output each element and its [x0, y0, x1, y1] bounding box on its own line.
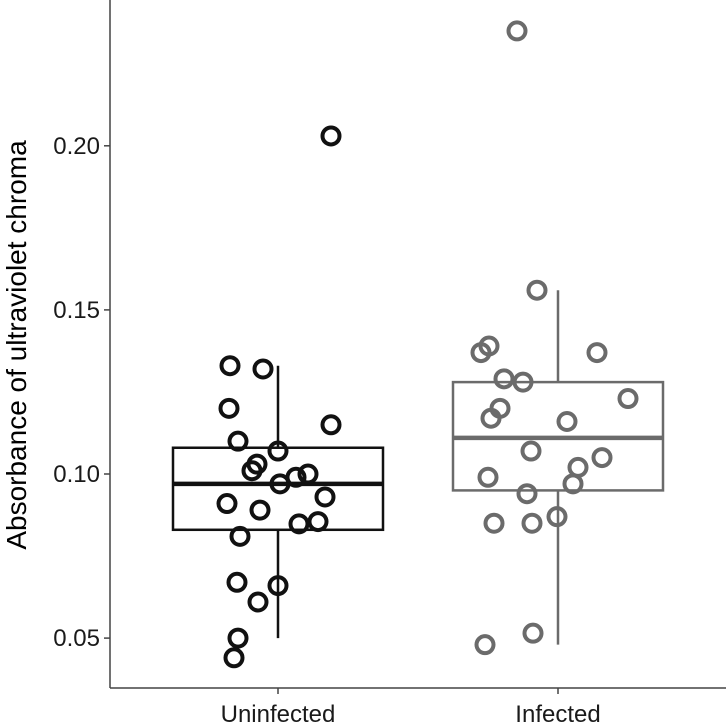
data-point-uninfected — [249, 499, 271, 521]
data-point-uninfected — [267, 440, 289, 462]
x-axis: Uninfected Infected — [110, 687, 726, 722]
data-point-uninfected — [241, 460, 263, 482]
y-tick-label: 0.15 — [53, 297, 100, 324]
y-tick-label: 0.20 — [53, 133, 100, 160]
data-point-infected — [512, 371, 534, 393]
y-tick-label: 0.10 — [53, 461, 100, 488]
data-point-infected — [591, 447, 613, 469]
data-point-infected — [522, 622, 544, 644]
data-point-infected — [477, 466, 499, 488]
data-point-uninfected — [216, 493, 238, 515]
points-layer — [216, 20, 639, 669]
data-point-infected — [526, 279, 548, 301]
data-point-uninfected — [314, 486, 336, 508]
data-point-infected — [521, 512, 543, 534]
data-point-uninfected — [320, 125, 342, 147]
data-point-infected — [493, 368, 515, 390]
data-point-uninfected — [247, 591, 269, 613]
data-point-uninfected — [267, 575, 289, 597]
boxes-layer — [171, 290, 665, 645]
data-point-infected — [483, 512, 505, 534]
data-point-uninfected — [218, 397, 240, 419]
data-point-infected — [470, 342, 492, 364]
y-axis: 0.05 0.10 0.15 0.20 — [53, 0, 111, 688]
data-point-infected — [506, 20, 528, 42]
data-point-infected — [586, 342, 608, 364]
data-point-uninfected — [288, 513, 310, 535]
data-point-infected — [474, 634, 496, 656]
x-tick-label: Infected — [515, 701, 600, 722]
iqr-box — [171, 446, 385, 532]
x-tick-label: Uninfected — [221, 701, 336, 722]
box-infected — [451, 290, 665, 645]
y-tick-label: 0.05 — [53, 625, 100, 652]
data-point-uninfected — [229, 525, 251, 547]
data-point-infected — [516, 483, 538, 505]
data-point-infected — [520, 440, 542, 462]
data-point-uninfected — [307, 511, 329, 533]
data-point-uninfected — [223, 647, 245, 669]
data-point-uninfected — [297, 463, 319, 485]
data-point-infected — [567, 456, 589, 478]
data-point-infected — [556, 410, 578, 432]
data-point-uninfected — [252, 358, 274, 380]
data-point-uninfected — [219, 355, 241, 377]
data-point-infected — [562, 473, 584, 495]
data-point-infected — [480, 407, 502, 429]
data-point-infected — [546, 506, 568, 528]
data-point-uninfected — [320, 414, 342, 436]
box-uninfected — [171, 365, 385, 639]
data-point-uninfected — [227, 430, 249, 452]
data-point-infected — [617, 388, 639, 410]
data-point-uninfected — [227, 627, 249, 649]
data-point-uninfected — [269, 473, 291, 495]
data-point-uninfected — [226, 571, 248, 593]
y-axis-title: Absorbance of ultraviolet chroma — [1, 140, 32, 550]
